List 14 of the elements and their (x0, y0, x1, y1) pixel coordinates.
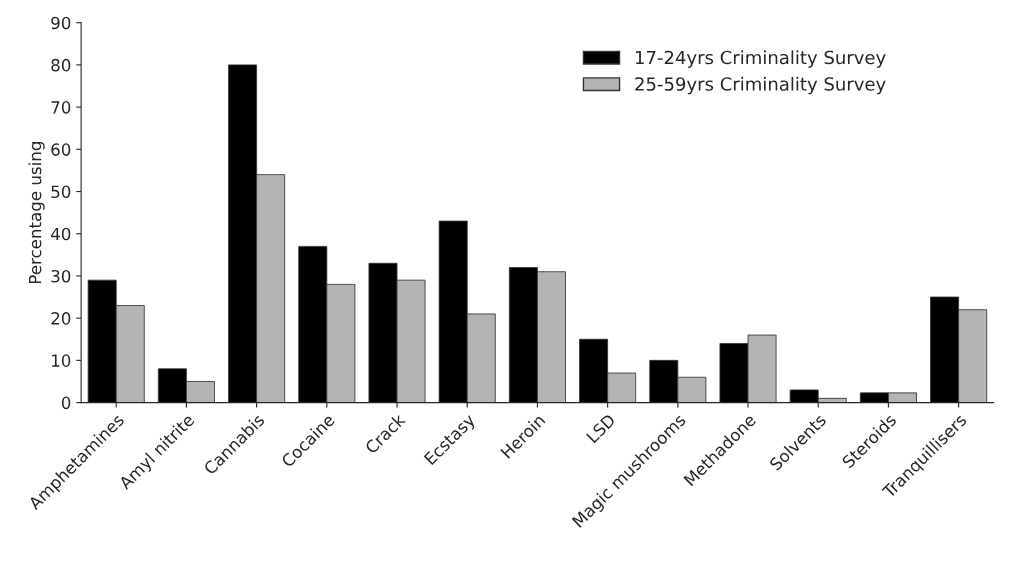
y-tick-label: 70 (51, 101, 71, 114)
y-tick-label: 80 (51, 58, 71, 72)
y-tick-label: 10 (52, 354, 71, 367)
y-tick-label: 50 (51, 185, 71, 199)
y-tick-label: 60 (51, 143, 71, 156)
y-axis-title: Percentage using (28, 142, 45, 284)
y-tick-label: 0 (61, 396, 71, 410)
y-tick-label: 40 (51, 227, 71, 241)
legend-label: 17-24yrs Criminality Survey (635, 50, 886, 68)
x-tick-label: LSD (585, 413, 617, 444)
legend-label: 25-59yrs Criminality Survey (635, 76, 886, 95)
y-tick-label: 30 (51, 269, 71, 283)
y-tick-label: 90 (51, 16, 71, 30)
y-tick-label: 20 (51, 312, 71, 325)
